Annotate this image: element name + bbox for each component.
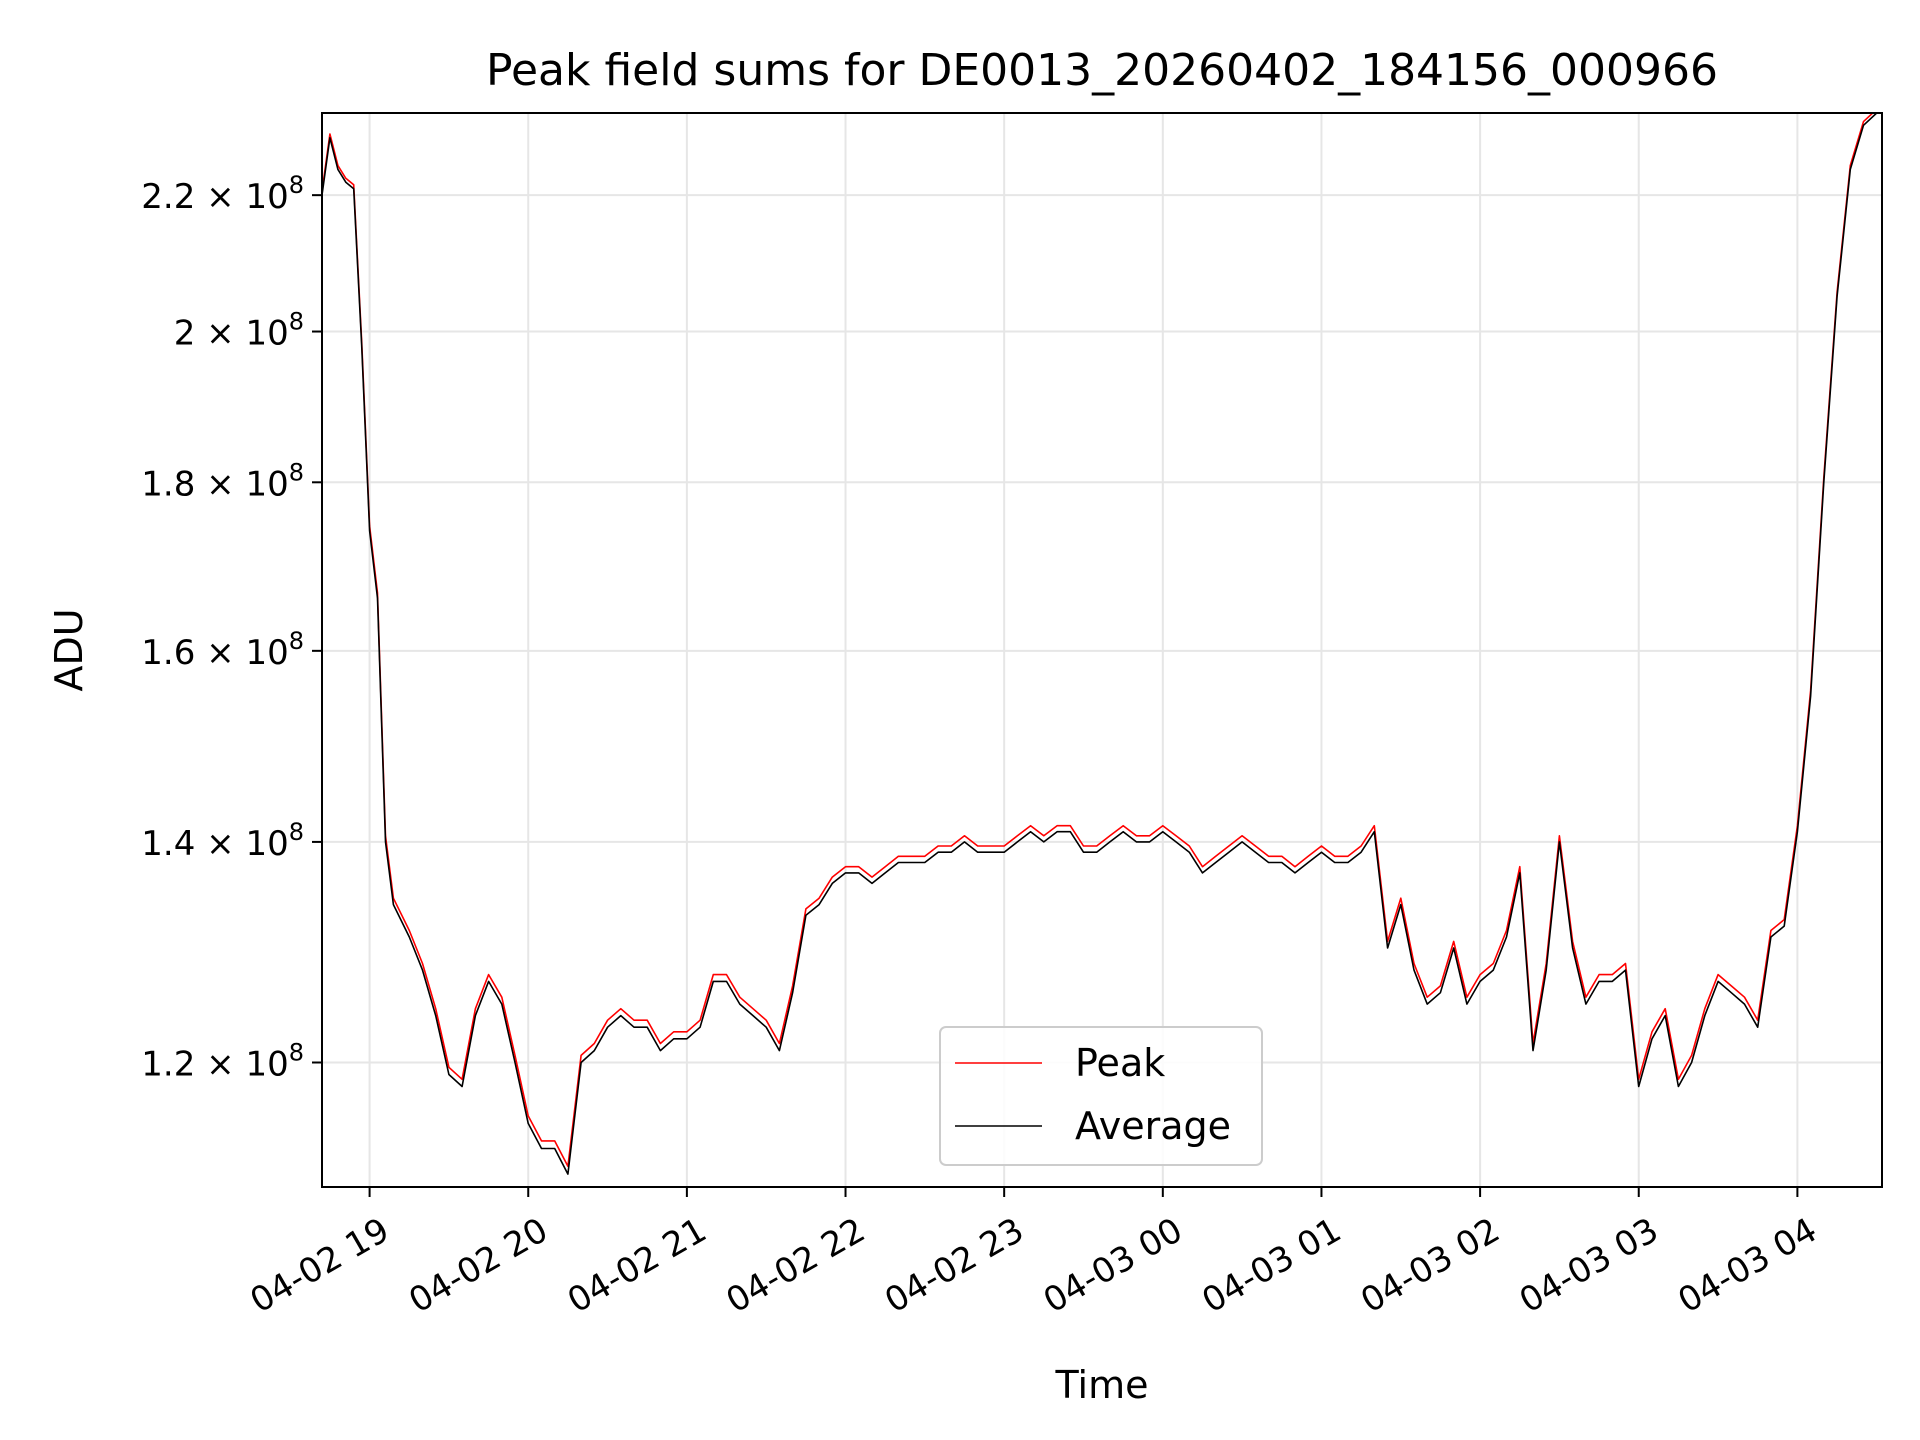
x-tick-label: 04-03 04 [1671,1210,1823,1321]
x-tick-label: 04-02 19 [244,1210,396,1321]
x-axis-ticks: 04-02 19 04-02 20 04-02 21 04-02 22 04-02 23… [244,1187,1824,1321]
x-tick-label: 04-02 23 [878,1210,1030,1321]
grid [322,113,1882,1187]
y-tick-label: 2.2 × 108 [141,171,304,217]
x-tick-label: 04-03 03 [1513,1210,1665,1321]
x-tick-label: 04-02 20 [402,1210,554,1321]
series-line-peak [322,113,1874,1168]
y-axis-ticks: 1.2 × 108 1.4 × 108 1.6 × 108 1.8 × 108 2 × … [141,171,322,1084]
legend: Peak Average [939,1026,1263,1166]
x-tick-label: 04-02 21 [561,1210,713,1321]
series-layer [322,113,1878,1175]
y-tick-label: 1.8 × 108 [141,458,304,504]
y-tick-label: 1.4 × 108 [141,818,304,864]
y-tick-label: 1.6 × 108 [141,627,304,673]
x-tick-label: 04-02 22 [720,1210,872,1321]
y-tick-label: 1.2 × 108 [141,1038,304,1084]
series-line-average [322,113,1878,1175]
y-axis-label: ADU [47,608,91,691]
x-tick-label: 04-03 00 [1037,1210,1189,1321]
legend-label-average: Average [1075,1104,1231,1148]
legend-label-peak: Peak [1075,1041,1165,1085]
legend-box [939,1026,1263,1166]
y-tick-label: 2 × 108 [174,308,304,354]
chart-title: Peak field sums for DE0013_20260402_1841… [486,45,1718,96]
x-axis-label: Time [1055,1363,1149,1407]
x-tick-label: 04-03 02 [1354,1210,1506,1321]
x-tick-label: 04-03 01 [1196,1210,1348,1321]
